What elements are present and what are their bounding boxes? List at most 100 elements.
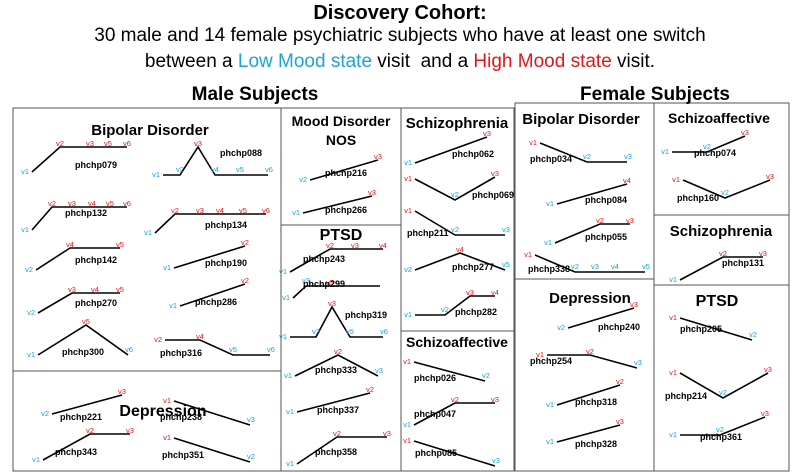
subject-id-label: phchp266 <box>325 205 367 215</box>
trajectory-line <box>414 210 505 236</box>
visit-label-high: v3 <box>351 241 359 250</box>
subject-phchp318: v1 v2 phchp318 <box>546 377 624 409</box>
visit-label-low: v2 <box>176 165 184 174</box>
subject-id-label: phchp085 <box>415 448 457 458</box>
visit-label-high: v4 <box>623 176 631 185</box>
subject-phchp238: v1 v3 phchp238 <box>160 396 255 426</box>
trajectory-line <box>173 400 251 426</box>
trajectory-line <box>534 254 645 273</box>
subject-phchp160: v1 v2 v3 phchp160 <box>672 172 774 203</box>
visit-label-low: v4 <box>211 165 219 174</box>
subject-id-label: phchp088 <box>220 148 262 158</box>
visit-label-high: v4 <box>456 245 464 254</box>
visit-label-low: v1 <box>144 228 152 237</box>
visit-label-high: v2 <box>719 249 727 258</box>
visit-label-high: v2 <box>586 347 594 356</box>
subtitle-line-1: 30 male and 14 female psychiatric subjec… <box>94 25 706 46</box>
visit-label-low: v3 <box>502 225 510 234</box>
trajectory-line <box>154 213 266 234</box>
visit-label-low: v3 <box>375 366 383 375</box>
visit-label-high: v2 <box>86 426 94 435</box>
visit-label-low: v2 <box>299 175 307 184</box>
subject-phchp047: v1 v2 v3 phchp047 <box>403 395 499 429</box>
trajectory-line <box>51 394 123 415</box>
visit-label-high: v3 <box>766 172 774 181</box>
visit-label-low: v5 <box>229 345 237 354</box>
visit-label-high: v2 <box>334 347 342 356</box>
trajectory-line <box>415 295 495 316</box>
subtitle-mid: visit and a <box>372 51 474 72</box>
visit-label-low: v1 <box>282 293 290 302</box>
visit-label-high: v4 <box>491 288 499 297</box>
subject-phchp074: v1 v2 v3 phchp074 <box>661 128 749 158</box>
visit-label-high: v3 <box>741 128 749 137</box>
subject-phchp079: v1 v2 v3 v5 v6 phchp079 <box>21 139 131 176</box>
visit-label-high: v4 <box>66 240 74 249</box>
subject-phchp254: v1 v2 v3 phchp254 <box>530 347 642 369</box>
visit-label-low: v5 <box>502 260 510 269</box>
subject-id-label: phchp300 <box>62 347 104 357</box>
subject-phchp216: v2 v3 phchp216 <box>299 152 382 184</box>
visit-label-high: v3 <box>86 139 94 148</box>
visit-label-high: v4 <box>88 199 96 208</box>
trajectory-line <box>567 307 635 329</box>
visit-label-high: v2 <box>241 238 249 247</box>
visit-label-low: v1 <box>279 267 287 276</box>
subject-phchp221: v2 v3 phchp221 <box>41 387 126 422</box>
subject-id-label: phchp240 <box>598 322 640 332</box>
visit-label-low: v3 <box>634 358 642 367</box>
subject-id-label: phchp074 <box>694 148 736 158</box>
visit-label-low: v2 <box>749 330 757 339</box>
trajectory-line <box>290 305 383 338</box>
visit-label-low: v1 <box>152 170 160 179</box>
visit-label-high: v1 <box>672 175 680 184</box>
trajectory-line <box>292 285 380 299</box>
visit-label-high: v3 <box>616 417 624 426</box>
visit-label-high: v5 <box>82 317 90 326</box>
visit-label-high: v3 <box>374 152 382 161</box>
subject-phchp351: v1 v2 phchp351 <box>162 433 255 463</box>
visit-label-low: v2 <box>703 142 711 151</box>
group-box-m-schizophrenia <box>400 107 515 332</box>
visit-label-high: v3 <box>328 299 336 308</box>
trajectory-line <box>679 256 763 281</box>
visit-label-low: v1 <box>32 455 40 464</box>
visit-label-low: v3 <box>302 276 310 285</box>
visit-label-high: v3 <box>118 387 126 396</box>
trajectory-line <box>309 159 379 181</box>
visit-label-high: v1 <box>524 250 532 259</box>
subject-id-label: phchp351 <box>162 450 204 460</box>
trajectory-line <box>413 361 486 382</box>
visit-label-low: v2 <box>716 425 724 434</box>
visit-label-high: v5 <box>106 199 114 208</box>
subject-phchp190: v1 v2 phchp190 <box>163 238 249 272</box>
visit-label-low: v2 <box>583 152 591 161</box>
visit-label-high: v1 <box>163 396 171 405</box>
visit-label-low: v1 <box>403 420 411 429</box>
subject-id-label: phchp055 <box>585 232 627 242</box>
visit-label-high: v3 <box>383 429 391 438</box>
visit-label-high: v2 <box>326 241 334 250</box>
trajectory-line <box>672 135 746 153</box>
trajectory-line <box>165 339 270 356</box>
visit-label-low: v6 <box>267 345 275 354</box>
visit-label-low: v2 <box>404 265 412 274</box>
visit-label-low: v1 <box>286 407 294 416</box>
group-title-f-bipolar: Bipolar Disorder <box>522 111 640 128</box>
visit-label-high: v1 <box>404 174 412 183</box>
trajectory-line <box>556 384 621 406</box>
high-mood-label: High Mood state <box>473 51 612 72</box>
visit-label-high: v2 <box>241 276 249 285</box>
visit-label-high: v3 <box>68 199 76 208</box>
trajectory-line <box>680 416 766 436</box>
visit-label-high: v3 <box>126 426 134 435</box>
visit-label-low: v6 <box>125 345 133 354</box>
visit-label-low: v2 <box>451 225 459 234</box>
visit-label-high: v6 <box>262 206 270 215</box>
subject-phchp286: v1 v2 phchp286 <box>169 276 249 310</box>
visit-label-high: v5 <box>239 206 247 215</box>
visit-label-high: v3 <box>368 188 376 197</box>
subject-id-label: phchp277 <box>452 262 494 272</box>
